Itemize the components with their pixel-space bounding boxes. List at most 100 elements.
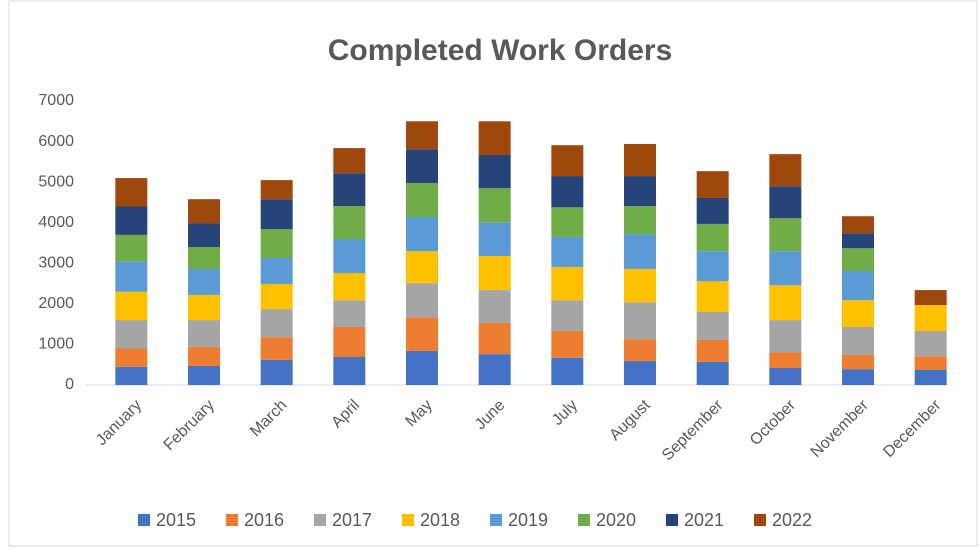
bar-segment (188, 346, 220, 366)
legend-swatch (578, 514, 590, 526)
bar-segment (260, 229, 293, 259)
bar-segment (769, 251, 802, 286)
legend-swatch (666, 514, 678, 526)
bar-segment (260, 283, 293, 310)
bar-segment (333, 326, 366, 358)
bar-segment (842, 326, 874, 355)
bar-segment (769, 218, 802, 252)
bar-segment (551, 300, 584, 332)
bar-segment (696, 197, 729, 224)
bar-segment (696, 339, 729, 362)
bar-segment (478, 121, 511, 155)
y-tick-label: 0 (65, 376, 74, 393)
bar-segment (478, 255, 511, 291)
bar-segment (333, 300, 366, 327)
bar-segment (406, 350, 438, 385)
bar-segment (406, 283, 438, 318)
bar-segment (333, 206, 366, 239)
legend-label: 2015 (156, 510, 196, 530)
y-tick-label: 3000 (38, 255, 74, 272)
bar-segment (188, 365, 220, 385)
y-tick-label: 2000 (38, 295, 74, 312)
bar-segment (624, 234, 656, 269)
bar-segment (696, 223, 729, 252)
bar-segment (914, 369, 947, 385)
bar-segment (914, 331, 947, 357)
legend-label: 2021 (684, 510, 724, 530)
legend-swatch (138, 514, 150, 526)
legend-label: 2016 (244, 510, 284, 530)
bar-segment (115, 261, 148, 292)
legend-label: 2019 (508, 510, 548, 530)
legend-label: 2022 (772, 510, 812, 530)
bar-segment (478, 354, 511, 385)
bar-segment (842, 270, 874, 301)
legend-swatch (226, 514, 238, 526)
bar-segment (260, 180, 293, 200)
bar-segment (188, 223, 220, 248)
bar-segment (624, 268, 656, 303)
bar-segment (769, 154, 802, 187)
bar-segment (188, 199, 220, 224)
bar-segment (914, 290, 947, 306)
bar-segment (260, 359, 293, 385)
bar-segment (551, 176, 584, 208)
bar-segment (624, 144, 656, 177)
bar-segment (333, 148, 366, 174)
bar-segment (914, 356, 947, 370)
bar-segment (624, 361, 656, 385)
bar-segment (260, 258, 293, 284)
bar-segment (551, 331, 584, 358)
bar-segment (406, 121, 438, 150)
bar-segment (551, 357, 584, 385)
bar-segment (406, 251, 438, 284)
bar-segment (478, 290, 511, 323)
y-tick-label: 7000 (38, 92, 74, 109)
y-tick-label: 4000 (38, 214, 74, 231)
bar-segment (842, 354, 874, 370)
bar-segment (478, 188, 511, 223)
bar-segment (115, 206, 148, 235)
bar-segment (406, 149, 438, 183)
legend-label: 2020 (596, 510, 636, 530)
y-tick-label: 6000 (38, 133, 74, 150)
bar-segment (696, 171, 729, 198)
bar-segment (115, 348, 148, 367)
bar-segment (842, 300, 874, 327)
legend-label: 2018 (420, 510, 460, 530)
bar-segment (769, 320, 802, 353)
bar-segment (624, 302, 656, 340)
legend-label: 2017 (332, 510, 372, 530)
bar-segment (188, 247, 220, 269)
legend-swatch (314, 514, 326, 526)
y-tick-label: 5000 (38, 173, 74, 190)
bar-segment (842, 248, 874, 271)
bar-segment (478, 222, 511, 256)
bar-segment (188, 294, 220, 321)
legend-swatch (490, 514, 502, 526)
bar-segment (624, 339, 656, 362)
bar-segment (333, 238, 366, 274)
legend-swatch (754, 514, 766, 526)
bar-segment (551, 145, 584, 177)
bar-segment (115, 366, 148, 385)
bar-segment (260, 199, 293, 230)
bar-segment (842, 233, 874, 249)
bar-segment (260, 337, 293, 360)
bar-segment (769, 285, 802, 321)
bar-segment (188, 268, 220, 295)
bar-segment (551, 236, 584, 267)
bar-segment (406, 217, 438, 252)
bar-segment (696, 281, 729, 312)
y-tick-label: 1000 (38, 336, 74, 353)
bar-segment (115, 234, 148, 262)
bar-segment (478, 154, 511, 189)
bar-segment (551, 207, 584, 237)
bar-segment (188, 320, 220, 347)
bar-segment (696, 251, 729, 282)
bar-segment (406, 317, 438, 351)
bar-segment (624, 176, 656, 207)
bar-segment (260, 309, 293, 338)
bar-segment (551, 266, 584, 301)
bar-segment (696, 361, 729, 385)
